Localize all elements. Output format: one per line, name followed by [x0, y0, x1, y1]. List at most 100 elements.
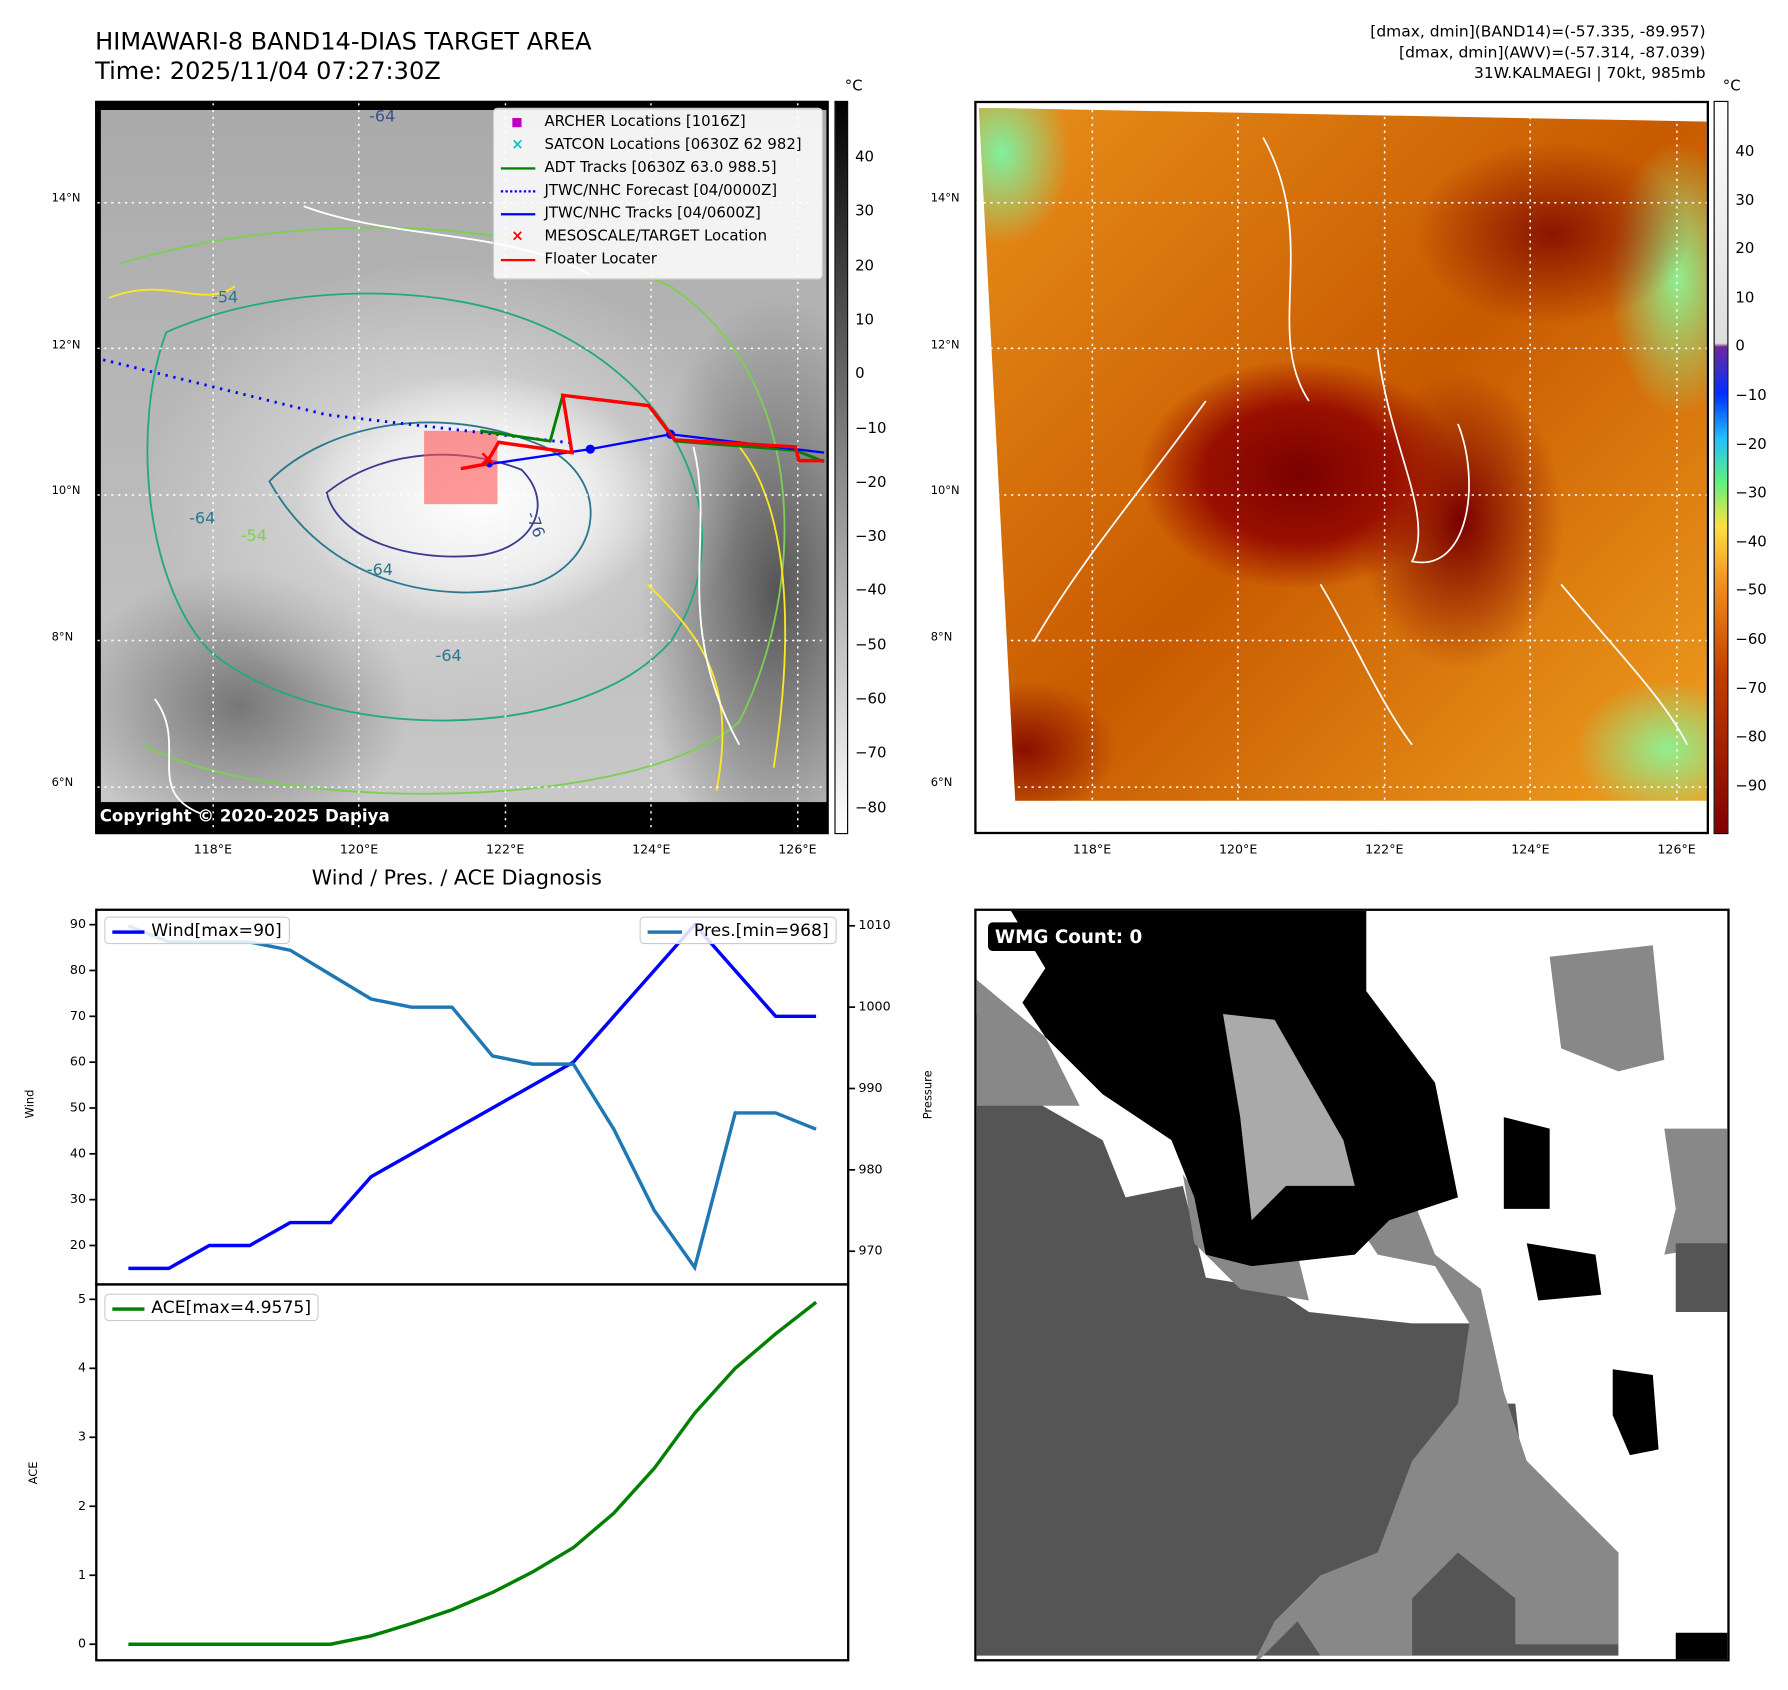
legend-label: ARCHER Locations [1016Z] — [544, 113, 746, 131]
wind-tick: 30 — [69, 1191, 86, 1207]
colorbar-tick: 30 — [1735, 192, 1755, 210]
lon-label: 120°E — [1218, 842, 1258, 858]
lon-label: 126°E — [1657, 842, 1696, 858]
ace-legend: ACE[max=4.9575] — [104, 1293, 320, 1322]
ace-tick: 3 — [77, 1429, 86, 1445]
pressure-line — [127, 924, 817, 1272]
colorbar-tick: 0 — [855, 365, 865, 383]
target-marker: × — [479, 446, 496, 470]
contour — [325, 453, 539, 558]
wind-legend-swatch — [112, 930, 145, 934]
wind-tick: 90 — [69, 916, 86, 932]
colorbar-tick: −50 — [1735, 582, 1767, 600]
legend-label: JTWC/NHC Tracks [04/0600Z] — [544, 205, 761, 223]
wind-line — [128, 922, 817, 1271]
wmg-image — [976, 910, 1728, 1660]
lon-label: 122°E — [485, 842, 525, 858]
legend-label: SATCON Locations [0630Z 62 982] — [544, 136, 802, 154]
lat-label: 14°N — [51, 192, 81, 206]
colorbar-tick: −30 — [1735, 484, 1767, 503]
ir-map-panel: × -64 -54 -64 -64 -76 -64 -54 ARCHER Loc… — [95, 100, 829, 835]
wind-ylabel: Wind — [24, 1089, 37, 1119]
colorbar-tick: 40 — [1735, 143, 1755, 161]
colorbar-tick: −20 — [855, 474, 887, 492]
pressure-tick: 1000 — [858, 999, 891, 1015]
ace-tick: 4 — [77, 1360, 86, 1376]
lon-label: 124°E — [1511, 842, 1550, 858]
wind-legend-label: Wind[max=90] — [151, 920, 282, 941]
legend-label: ADT Tracks [0630Z 63.0 988.5] — [544, 159, 777, 177]
ace-line — [128, 1300, 818, 1646]
stat-storm: 31W.KALMAEGI | 70kt, 985mb — [1474, 64, 1706, 83]
ace-ylabel: ACE — [28, 1461, 41, 1485]
colorbar-tick: −80 — [1735, 728, 1767, 747]
ace-tick: 5 — [77, 1291, 86, 1307]
wind-tick: 20 — [69, 1237, 86, 1253]
legend-label: MESOSCALE/TARGET Location — [544, 228, 768, 246]
legend-item: Floater Locater — [494, 249, 822, 272]
floater-track — [460, 393, 825, 471]
legend-swatch-icon: × — [511, 228, 524, 246]
colorbar-tick: −50 — [855, 636, 887, 654]
colorbar-tick: −10 — [855, 419, 887, 438]
ace-legend-label: ACE[max=4.9575] — [151, 1297, 312, 1318]
lat-label: 12°N — [930, 338, 960, 352]
colorbar-left — [834, 100, 849, 835]
pressure-legend-swatch — [648, 930, 683, 934]
stat-awv: [dmax, dmin](AWV)=(-57.314, -87.039) — [1399, 43, 1706, 62]
legend-swatch-icon — [500, 258, 536, 262]
wind-tick: 40 — [69, 1145, 86, 1161]
colorbar-tick: −80 — [855, 799, 887, 817]
legend-item: JTWC/NHC Tracks [04/0600Z] — [494, 203, 822, 226]
colorbar-unit: °C — [1722, 77, 1741, 96]
pressure-tick: 990 — [858, 1080, 883, 1096]
colorbar-unit: °C — [844, 77, 863, 96]
pressure-tick: 1010 — [858, 917, 891, 933]
lon-label: 124°E — [632, 842, 671, 858]
contour — [268, 421, 592, 594]
lat-label: 14°N — [930, 192, 960, 206]
copyright: Copyright © 2020-2025 Dapiya — [99, 807, 390, 827]
lat-label: 6°N — [930, 776, 953, 790]
colorbar-tick: −60 — [1735, 631, 1767, 649]
contour-label: -64 — [189, 509, 216, 529]
colorbar-tick: 0 — [1735, 338, 1745, 356]
colorbar-tick: 10 — [1735, 289, 1755, 307]
colorbar-tick: −40 — [855, 582, 887, 600]
legend-item: ADT Tracks [0630Z 63.0 988.5] — [494, 157, 822, 180]
lat-label: 8°N — [930, 630, 953, 644]
legend-item: × SATCON Locations [0630Z 62 982] — [494, 134, 822, 157]
contour-label: -64 — [366, 561, 394, 580]
coastline — [1033, 137, 1688, 746]
legend-item: × MESOSCALE/TARGET Location — [494, 226, 822, 249]
contour — [146, 292, 703, 722]
lat-label: 10°N — [930, 484, 960, 498]
lon-label: 122°E — [1365, 842, 1404, 858]
legend-item: ARCHER Locations [1016Z] — [494, 111, 822, 134]
map-legend: ARCHER Locations [1016Z] × SATCON Location… — [492, 107, 823, 280]
contour-label: -54 — [240, 527, 267, 546]
legend-swatch-icon — [500, 167, 536, 170]
legend-swatch-icon: × — [511, 136, 524, 154]
wmg-count-label: WMG Count: 0 — [988, 922, 1150, 952]
wind-tick: 50 — [69, 1099, 86, 1115]
lat-label: 8°N — [51, 630, 74, 644]
ace-tick: 2 — [77, 1498, 86, 1514]
legend-label: JTWC/NHC Forecast [04/0000Z] — [544, 182, 778, 200]
lon-label: 120°E — [339, 842, 379, 858]
awv-imagery — [978, 107, 1707, 801]
colorbar-right — [1713, 100, 1729, 835]
wmg-panel: WMG Count: 0 — [974, 908, 1730, 1662]
pressure-legend: Pres.[min=968] — [640, 916, 837, 945]
lat-label: 10°N — [51, 484, 81, 498]
legend-swatch-icon — [500, 213, 536, 216]
lat-label: 6°N — [51, 776, 74, 790]
stat-band14: [dmax, dmin](BAND14)=(-57.335, -89.957) — [1370, 22, 1706, 42]
lon-label: 126°E — [778, 842, 817, 858]
colorbar-tick: 20 — [1735, 240, 1755, 259]
colorbar-tick: 30 — [855, 203, 875, 221]
colorbar-tick: 20 — [855, 257, 875, 275]
colorbar-tick: 10 — [855, 311, 875, 329]
pressure-ylabel: Pressure — [922, 1070, 936, 1120]
ace-tick: 0 — [77, 1636, 86, 1652]
